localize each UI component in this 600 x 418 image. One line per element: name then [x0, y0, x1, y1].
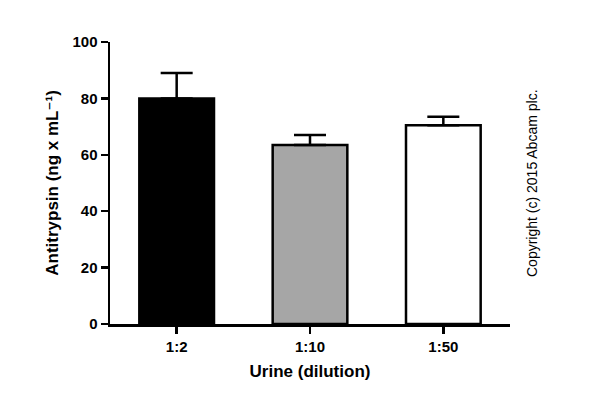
svg-text:Copyright (c) 2015 Abcam plc.: Copyright (c) 2015 Abcam plc.	[524, 89, 540, 277]
svg-text:1:2: 1:2	[166, 338, 188, 355]
svg-text:60: 60	[81, 146, 98, 163]
svg-text:80: 80	[81, 90, 98, 107]
svg-text:Urine (dilution): Urine (dilution)	[250, 362, 371, 381]
svg-text:Antitrypsin (ng x mL⁻¹): Antitrypsin (ng x mL⁻¹)	[43, 90, 62, 276]
svg-text:1:10: 1:10	[295, 338, 325, 355]
svg-text:20: 20	[81, 259, 98, 276]
svg-text:40: 40	[81, 202, 98, 219]
svg-text:100: 100	[72, 33, 97, 50]
svg-text:0: 0	[89, 315, 97, 332]
svg-text:1:50: 1:50	[428, 338, 458, 355]
